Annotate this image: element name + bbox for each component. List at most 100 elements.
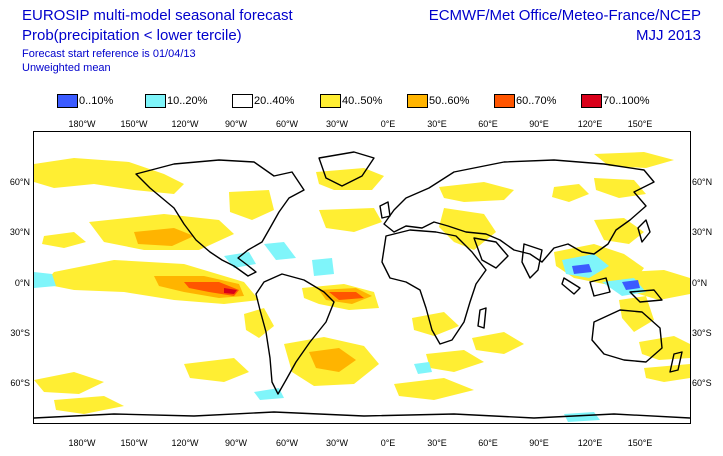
shade-40-50 [644,364,690,382]
lat-label-left: 30°N [9,227,30,237]
shade-70-100 [224,288,237,294]
legend-label: 0..10% [79,95,114,107]
lat-label-right: 30°N [692,227,713,237]
title-line-2: Prob(precipitation < lower tercile) [22,27,242,44]
shade-40-50 [184,358,249,382]
lon-label-bottom: 30°E [427,438,447,448]
shade-10-20 [254,388,284,400]
map-canvas [34,151,690,422]
lon-label-bottom: 30°W [325,438,349,448]
shade-40-50 [34,158,184,194]
shade-40-50 [54,396,124,414]
forecast-map [33,131,691,424]
lon-label-top: 30°E [427,119,447,129]
shade-60-70 [329,292,364,300]
lon-label-bottom: 90°W [224,438,248,448]
coast-south-america [255,273,335,395]
legend-swatch [407,94,428,108]
shade-50-60 [309,348,356,372]
lat-label-right: 0°N [692,278,708,288]
legend-label: 60..70% [516,95,557,107]
shade-10-20 [34,272,56,288]
shade-40-50 [439,182,514,202]
legend-swatch [145,94,166,108]
legend-swatch [57,94,78,108]
shade-10-20 [264,242,296,260]
coast-new-guinea [629,289,663,303]
lat-label-right: 60°S [692,378,712,388]
legend-label: 10..20% [167,95,208,107]
lon-label-bottom: 0°E [380,438,396,448]
shade-40-50 [244,308,274,338]
lon-label-bottom: 60°W [275,438,299,448]
lon-label-bottom: 150°E [627,438,653,448]
lat-label-right: 60°N [692,177,713,187]
shade-40-50 [594,152,674,168]
shade-40-50 [34,372,104,394]
legend-swatch [494,94,515,108]
shade-40-50 [426,350,484,372]
legend-label: 20..40% [254,95,295,107]
weighting-note: Unweighted mean [22,62,111,74]
shade-40-50 [439,208,496,250]
shade-40-50 [552,184,589,202]
shade-0-10 [572,264,592,274]
shade-40-50 [412,312,459,336]
lat-label-left: 30°S [10,328,30,338]
shade-10-20 [564,412,600,422]
lon-label-top: 150°W [120,119,148,129]
lon-label-top: 150°E [627,119,653,129]
shade-40-50 [594,218,644,244]
legend-label: 70..100% [603,95,650,107]
forecast-start-note: Forecast start reference is 01/04/13 [22,48,196,60]
shade-10-20 [312,258,334,276]
season-title: MJJ 2013 [635,27,701,44]
shade-40-50 [229,190,274,220]
coast-antarctica [34,411,690,419]
shade-40-50 [639,336,690,360]
lon-label-top: 60°W [275,119,299,129]
lon-label-top: 120°W [171,119,199,129]
shade-10-20 [414,362,432,374]
coast-eurasia [383,159,655,263]
lon-label-top: 180°W [68,119,96,129]
lon-label-bottom: 180°W [68,438,96,448]
lon-label-top: 120°E [577,119,603,129]
centres-title: ECMWF/Met Office/Meteo-France/NCEP [428,7,701,24]
lat-label-left: 60°N [9,177,30,187]
lon-label-bottom: 120°W [171,438,199,448]
lon-label-bottom: 60°E [478,438,498,448]
shade-40-50 [394,378,474,400]
coast-uk [379,201,391,219]
coast-india [521,243,543,279]
lon-label-top: 30°W [325,119,349,129]
title-line-1: EUROSIP multi-model seasonal forecast [22,7,293,24]
lon-label-bottom: 90°E [529,438,549,448]
legend-swatch [232,94,253,108]
coast-australia [591,309,663,363]
legend-label: 40..50% [342,95,383,107]
shade-40-50 [316,168,384,190]
coast-japan [637,219,651,243]
lon-label-top: 90°E [529,119,549,129]
shade-40-50 [42,232,86,248]
shade-50-60 [134,228,194,246]
shade-40-50 [594,178,646,198]
lon-label-top: 60°E [478,119,498,129]
legend-swatch [581,94,602,108]
legend-swatch [320,94,341,108]
coast-madagascar [477,307,487,329]
lon-label-top: 90°W [224,119,248,129]
coast-arabia [473,237,509,269]
legend-label: 50..60% [429,95,470,107]
coast-africa [381,229,487,345]
coast-sumatra [561,277,581,295]
lat-label-left: 0°N [14,278,30,288]
shade-40-50 [619,296,654,332]
coast-north-america [135,159,305,277]
coast-new-zealand [669,351,683,373]
lat-label-left: 60°S [10,378,30,388]
lat-label-right: 30°S [692,328,712,338]
shade-40-50 [472,332,524,354]
lon-label-bottom: 150°W [120,438,148,448]
